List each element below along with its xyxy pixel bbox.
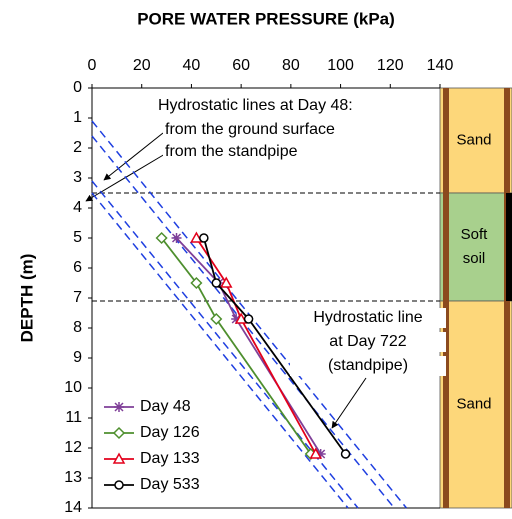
marker bbox=[171, 233, 182, 243]
annotation-bg bbox=[163, 120, 323, 140]
pile-core bbox=[506, 193, 512, 301]
y-tick-label: 13 bbox=[64, 469, 82, 486]
marker bbox=[114, 480, 124, 490]
marker bbox=[190, 231, 203, 243]
series-line bbox=[202, 237, 347, 455]
x-tick-label: 20 bbox=[133, 57, 151, 74]
y-tick-label: 0 bbox=[73, 79, 82, 96]
series-line bbox=[160, 237, 312, 455]
soil-layer bbox=[439, 192, 512, 302]
y-tick-label: 5 bbox=[73, 229, 82, 246]
y-tick-label: 1 bbox=[73, 109, 82, 126]
marker bbox=[243, 314, 254, 324]
y-tick-label: 10 bbox=[64, 379, 82, 396]
marker bbox=[211, 278, 222, 288]
annotation: (standpipe) bbox=[328, 357, 408, 374]
y-tick-label: 8 bbox=[73, 319, 82, 336]
marker bbox=[112, 426, 126, 440]
chart-title: PORE WATER PRESSURE (kPa) bbox=[137, 9, 395, 28]
y-tick-label: 4 bbox=[73, 199, 82, 216]
x-tick-label: 100 bbox=[327, 57, 354, 74]
y-tick-label: 3 bbox=[73, 169, 82, 186]
marker bbox=[219, 276, 233, 288]
marker bbox=[199, 233, 209, 243]
y-tick-label: 14 bbox=[64, 499, 82, 514]
marker bbox=[190, 276, 203, 290]
annotation-bg bbox=[163, 142, 323, 162]
x-tick-label: 60 bbox=[232, 57, 250, 74]
x-tick-label: 80 bbox=[282, 57, 300, 74]
annotation-arrow bbox=[331, 377, 367, 429]
marker bbox=[309, 447, 322, 459]
marker bbox=[112, 452, 126, 464]
marker bbox=[315, 449, 326, 459]
y-axis-label: DEPTH (m) bbox=[17, 254, 36, 343]
x-tick-label: 0 bbox=[88, 57, 97, 74]
hydrostatic-line bbox=[91, 192, 349, 509]
annotation-bg bbox=[290, 332, 446, 352]
y-tick-label: 7 bbox=[73, 289, 82, 306]
soil-label: Soft soil bbox=[461, 226, 489, 267]
marker bbox=[234, 312, 248, 324]
x-tick-label: 140 bbox=[427, 57, 454, 74]
marker bbox=[231, 314, 242, 324]
x-tick-label: 120 bbox=[377, 57, 404, 74]
marker bbox=[340, 449, 351, 459]
legend-label: Day 126 bbox=[140, 424, 200, 441]
soil-layer bbox=[439, 87, 512, 194]
y-tick-label: 9 bbox=[73, 349, 82, 366]
y-tick-label: 11 bbox=[65, 409, 82, 426]
annotation-bg bbox=[156, 96, 316, 116]
y-tick-label: 2 bbox=[73, 139, 82, 156]
x-tick-label: 40 bbox=[183, 57, 201, 74]
marker bbox=[210, 312, 223, 326]
marker bbox=[155, 231, 168, 245]
annotation-bg bbox=[290, 356, 446, 376]
legend-label: Day 48 bbox=[140, 398, 191, 415]
soil-layer bbox=[439, 300, 512, 509]
series-line bbox=[195, 237, 317, 455]
annotation: Hydrostatic line bbox=[313, 309, 422, 326]
annotation-bg bbox=[290, 308, 446, 328]
y-tick-label: 12 bbox=[64, 439, 82, 456]
y-tick-label: 6 bbox=[73, 259, 82, 276]
soil-label: Sand bbox=[456, 395, 491, 412]
soil-label: Sand bbox=[456, 131, 491, 148]
legend-label: Day 133 bbox=[140, 450, 200, 467]
pile bbox=[443, 88, 449, 508]
annotation: Hydrostatic lines at Day 48: bbox=[158, 97, 353, 114]
annotation-arrow bbox=[103, 132, 164, 181]
annotation: from the standpipe bbox=[165, 143, 298, 160]
marker bbox=[114, 402, 124, 412]
legend-label: Day 533 bbox=[140, 476, 200, 493]
annotation: at Day 722 bbox=[329, 333, 406, 350]
annotation: from the ground surface bbox=[165, 121, 335, 138]
